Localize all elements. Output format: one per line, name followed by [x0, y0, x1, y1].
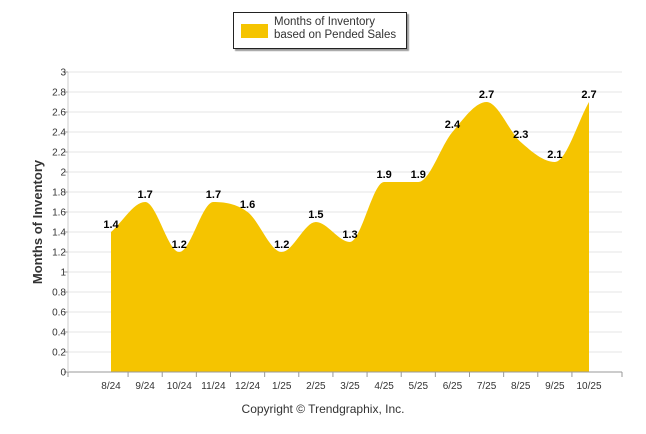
x-tick-label: 12/24	[235, 381, 260, 392]
data-label: 1.7	[206, 189, 221, 201]
y-tick-label: 0.4	[52, 328, 66, 339]
y-tick-label: 0.6	[52, 308, 66, 319]
y-tick-label: 1.8	[52, 188, 66, 199]
y-tick-label: 2	[60, 168, 66, 179]
data-label: 1.4	[103, 219, 119, 231]
y-tick-label: 2.8	[52, 88, 66, 99]
area-fill	[111, 102, 589, 372]
legend-label: Months of Inventory based on Pended Sale…	[274, 16, 397, 41]
x-tick-label: 10/25	[576, 381, 601, 392]
x-tick-label: 3/25	[340, 381, 360, 392]
y-tick-label: 2.6	[52, 108, 66, 119]
y-tick-label: 1.2	[52, 248, 66, 259]
y-tick-label: 0	[60, 368, 66, 379]
x-tick-label: 7/25	[477, 381, 497, 392]
data-label: 2.7	[581, 89, 596, 101]
data-label: 1.3	[342, 229, 357, 241]
x-tick-label: 11/24	[201, 381, 226, 392]
axes: 0 0.2 0.4 0.6 0.8 1 1.2 1.4 1.6 1.8 2 2.2 2.4 2.6 2.8 3…	[52, 68, 623, 392]
data-label: 2.4	[445, 119, 461, 131]
copyright-text: Copyright © Trendgraphix, Inc.	[241, 402, 405, 416]
data-labels: 1.4 1.7 1.2 1.7 1.6 1.2 1.5 1.3 1.9 1.9 2.4 2.7 2.3 2…	[103, 89, 596, 251]
y-tick-label: 2.2	[52, 148, 66, 159]
legend-swatch	[241, 24, 268, 38]
y-tick-label: 3	[60, 68, 66, 79]
y-tick-label: 1	[60, 268, 66, 279]
x-tick-label: 9/25	[545, 381, 565, 392]
x-tick-label: 9/24	[135, 381, 155, 392]
data-label: 1.9	[376, 169, 391, 181]
x-tick-label: 2/25	[306, 381, 326, 392]
x-tick-label: 10/24	[167, 381, 192, 392]
x-tick-label: 1/25	[272, 381, 292, 392]
y-tick-label: 1.6	[52, 208, 66, 219]
data-label: 1.5	[308, 209, 323, 221]
data-label: 2.1	[547, 149, 562, 161]
y-axis-title: Months of Inventory	[30, 159, 45, 284]
data-label: 1.7	[137, 189, 152, 201]
x-tick-label: 8/24	[101, 381, 121, 392]
x-tick-label: 5/25	[409, 381, 429, 392]
legend[interactable]: Months of Inventory based on Pended Sale…	[233, 12, 407, 49]
y-tick-label: 2.4	[52, 128, 66, 139]
data-label: 2.3	[513, 129, 528, 141]
data-label: 1.6	[240, 199, 255, 211]
data-label: 2.7	[479, 89, 494, 101]
y-tick-label: 1.4	[52, 228, 66, 239]
x-tick-label: 4/25	[374, 381, 394, 392]
data-label: 1.2	[172, 239, 187, 251]
y-tick-label: 0.2	[52, 348, 66, 359]
data-label: 1.9	[411, 169, 426, 181]
x-tick-label: 6/25	[443, 381, 463, 392]
data-label: 1.2	[274, 239, 289, 251]
x-tick-label: 8/25	[511, 381, 531, 392]
series-area	[111, 102, 589, 372]
y-tick-label: 0.8	[52, 288, 66, 299]
